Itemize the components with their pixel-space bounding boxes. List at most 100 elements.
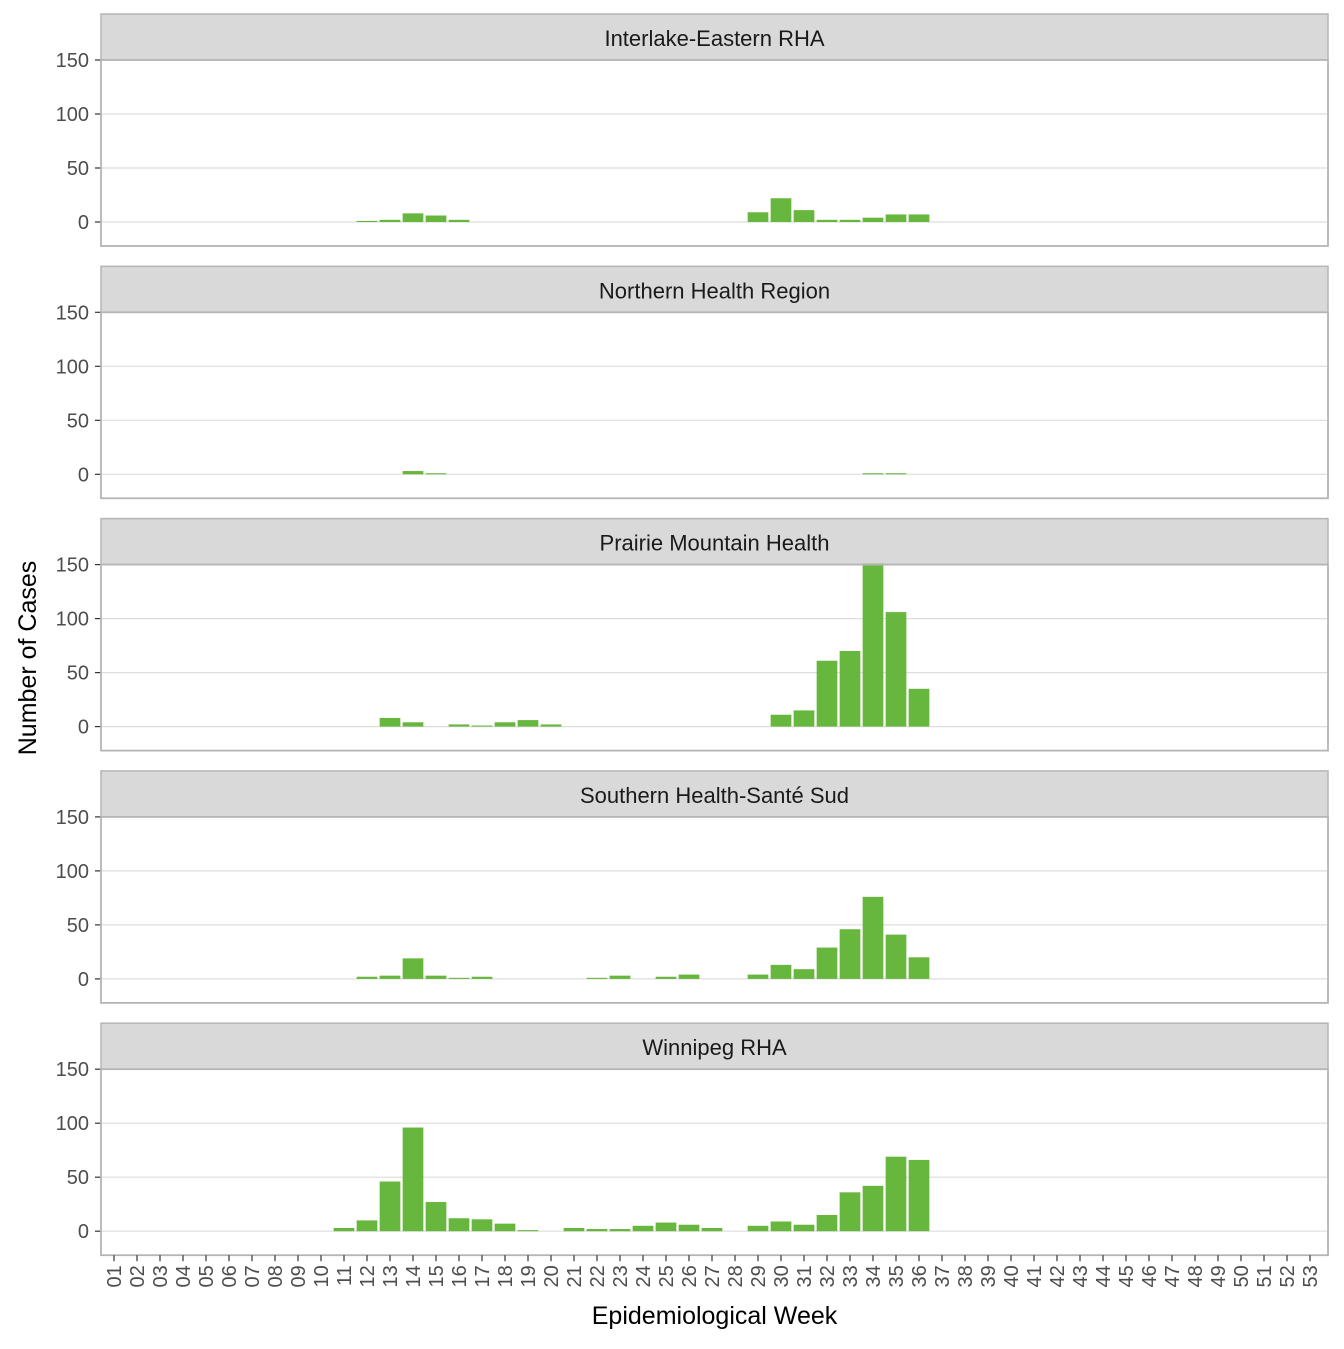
- x-tick-label: 26: [679, 1265, 701, 1287]
- x-tick-label: 34: [863, 1265, 885, 1287]
- bar-prairie-week-19: [517, 720, 539, 727]
- bar-prairie-week-33: [839, 651, 861, 727]
- bar-interlake-eastern-week-35: [885, 214, 907, 222]
- bar-southern-week-33: [839, 929, 861, 979]
- x-tick-label: 20: [541, 1265, 563, 1287]
- panel-background: [101, 564, 1328, 751]
- x-tick-label: 27: [702, 1265, 724, 1287]
- bar-interlake-eastern-week-30: [770, 198, 792, 222]
- bar-winnipeg-week-15: [425, 1202, 447, 1232]
- bar-prairie-week-35: [885, 612, 907, 727]
- bar-prairie-week-16: [448, 724, 470, 727]
- x-tick-label: 07: [242, 1265, 264, 1287]
- bar-interlake-eastern-week-13: [379, 219, 401, 222]
- bar-southern-week-29: [747, 974, 769, 979]
- bar-winnipeg-week-30: [770, 1221, 792, 1232]
- x-tick-label: 40: [1001, 1265, 1023, 1287]
- y-tick-label: 150: [56, 1059, 89, 1081]
- x-tick-label: 31: [794, 1265, 816, 1287]
- bar-southern-week-31: [793, 969, 815, 979]
- panel-background: [101, 816, 1328, 1003]
- x-tick-label: 48: [1185, 1265, 1207, 1287]
- x-tick-label: 46: [1139, 1265, 1161, 1287]
- bar-winnipeg-week-21: [563, 1227, 585, 1232]
- x-tick-label: 17: [472, 1265, 494, 1287]
- panel-border: [100, 1068, 1329, 1257]
- bar-prairie-week-18: [494, 722, 516, 727]
- y-tick-label: 0: [78, 212, 89, 234]
- bar-northern-week-15: [425, 473, 447, 475]
- bar-interlake-eastern-week-16: [448, 219, 470, 222]
- x-tick-label: 45: [1116, 1265, 1138, 1287]
- bar-southern-week-15: [425, 975, 447, 979]
- x-tick-label: 28: [725, 1265, 747, 1287]
- x-tick-label: 47: [1162, 1265, 1184, 1287]
- y-tick-label: 150: [56, 807, 89, 829]
- bar-northern-week-34: [862, 473, 884, 475]
- bar-southern-week-26: [678, 974, 700, 979]
- bar-prairie-week-20: [540, 724, 562, 727]
- panel-border: [100, 311, 1329, 500]
- bar-interlake-eastern-week-15: [425, 215, 447, 222]
- facet-title: Interlake-Eastern RHA: [604, 26, 824, 51]
- bar-winnipeg-week-33: [839, 1192, 861, 1232]
- x-tick-label: 29: [748, 1265, 770, 1287]
- y-tick-label: 150: [56, 302, 89, 324]
- bar-southern-week-25: [655, 976, 677, 979]
- bar-winnipeg-week-26: [678, 1224, 700, 1232]
- y-tick-label: 150: [56, 50, 89, 72]
- bar-winnipeg-week-24: [632, 1225, 654, 1232]
- y-tick-label: 0: [78, 717, 89, 739]
- bar-winnipeg-week-34: [862, 1185, 884, 1232]
- panel-background: [101, 60, 1328, 246]
- y-axis-title: Number of Cases: [14, 561, 42, 756]
- bar-winnipeg-week-19: [517, 1230, 539, 1232]
- y-tick-label: 50: [67, 915, 89, 937]
- bar-southern-week-30: [770, 964, 792, 979]
- y-tick-label: 100: [56, 861, 89, 883]
- y-tick-label: 100: [56, 104, 89, 126]
- bar-winnipeg-week-12: [356, 1220, 378, 1232]
- bar-interlake-eastern-week-32: [816, 219, 838, 222]
- x-tick-label: 10: [311, 1265, 333, 1287]
- bar-southern-week-13: [379, 975, 401, 979]
- bar-winnipeg-week-23: [609, 1229, 631, 1232]
- bar-winnipeg-week-16: [448, 1218, 470, 1232]
- facet-strip: [100, 13, 1329, 61]
- bar-prairie-week-32: [816, 660, 838, 727]
- x-tick-label: 44: [1093, 1265, 1115, 1287]
- x-tick-label: 23: [610, 1265, 632, 1287]
- x-tick-label: 33: [840, 1265, 862, 1287]
- bar-interlake-eastern-week-36: [908, 214, 930, 222]
- bar-prairie-week-30: [770, 714, 792, 727]
- x-tick-label: 11: [334, 1265, 356, 1286]
- y-tick-label: 100: [56, 356, 89, 378]
- x-tick-label: 42: [1047, 1265, 1069, 1287]
- y-tick-label: 0: [78, 969, 89, 991]
- x-tick-label: 04: [173, 1265, 195, 1287]
- x-tick-label: 18: [495, 1265, 517, 1287]
- y-tick-label: 50: [67, 1167, 89, 1189]
- x-tick-label: 13: [380, 1265, 402, 1287]
- bar-winnipeg-week-22: [586, 1229, 608, 1232]
- bar-interlake-eastern-week-14: [402, 213, 424, 222]
- x-tick-label: 49: [1208, 1265, 1230, 1287]
- x-tick-label: 14: [403, 1265, 425, 1287]
- x-tick-label: 21: [564, 1265, 586, 1287]
- y-tick-label: 150: [56, 555, 89, 577]
- x-tick-label: 50: [1231, 1265, 1253, 1287]
- x-tick-label: 02: [127, 1265, 149, 1287]
- bar-southern-week-14: [402, 958, 424, 979]
- x-tick-label: 39: [978, 1265, 1000, 1287]
- y-tick-label: 50: [67, 663, 89, 685]
- bar-prairie-week-36: [908, 688, 930, 727]
- y-tick-label: 0: [78, 464, 89, 486]
- bar-southern-week-16: [448, 977, 470, 979]
- bar-northern-week-35: [885, 473, 907, 475]
- bar-interlake-eastern-week-29: [747, 212, 769, 222]
- bar-prairie-week-34: [862, 563, 884, 727]
- panel-background: [101, 1069, 1328, 1256]
- bar-interlake-eastern-week-12: [356, 220, 378, 222]
